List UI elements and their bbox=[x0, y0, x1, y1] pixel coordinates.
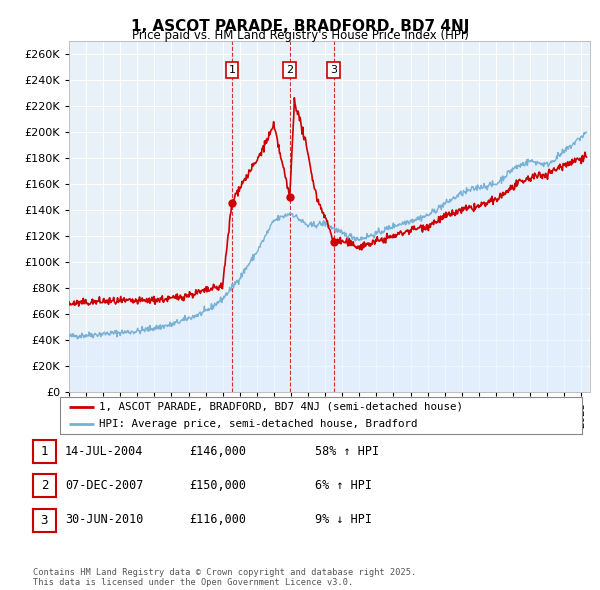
Text: 6% ↑ HPI: 6% ↑ HPI bbox=[315, 479, 372, 492]
Text: 1, ASCOT PARADE, BRADFORD, BD7 4NJ: 1, ASCOT PARADE, BRADFORD, BD7 4NJ bbox=[131, 19, 469, 34]
Text: £116,000: £116,000 bbox=[189, 513, 246, 526]
Text: 14-JUL-2004: 14-JUL-2004 bbox=[65, 445, 143, 458]
Text: 3: 3 bbox=[41, 513, 48, 527]
Text: 9% ↓ HPI: 9% ↓ HPI bbox=[315, 513, 372, 526]
Text: 2: 2 bbox=[286, 65, 293, 75]
Text: 07-DEC-2007: 07-DEC-2007 bbox=[65, 479, 143, 492]
Text: 1: 1 bbox=[229, 65, 235, 75]
Text: 1: 1 bbox=[41, 445, 48, 458]
Text: Contains HM Land Registry data © Crown copyright and database right 2025.
This d: Contains HM Land Registry data © Crown c… bbox=[33, 568, 416, 587]
Text: Price paid vs. HM Land Registry's House Price Index (HPI): Price paid vs. HM Land Registry's House … bbox=[131, 30, 469, 42]
Text: 1, ASCOT PARADE, BRADFORD, BD7 4NJ (semi-detached house): 1, ASCOT PARADE, BRADFORD, BD7 4NJ (semi… bbox=[99, 402, 463, 412]
Text: 3: 3 bbox=[330, 65, 337, 75]
Text: 58% ↑ HPI: 58% ↑ HPI bbox=[315, 445, 379, 458]
Text: 30-JUN-2010: 30-JUN-2010 bbox=[65, 513, 143, 526]
Text: £150,000: £150,000 bbox=[189, 479, 246, 492]
Text: £146,000: £146,000 bbox=[189, 445, 246, 458]
Text: 2: 2 bbox=[41, 479, 48, 493]
Text: HPI: Average price, semi-detached house, Bradford: HPI: Average price, semi-detached house,… bbox=[99, 419, 418, 429]
